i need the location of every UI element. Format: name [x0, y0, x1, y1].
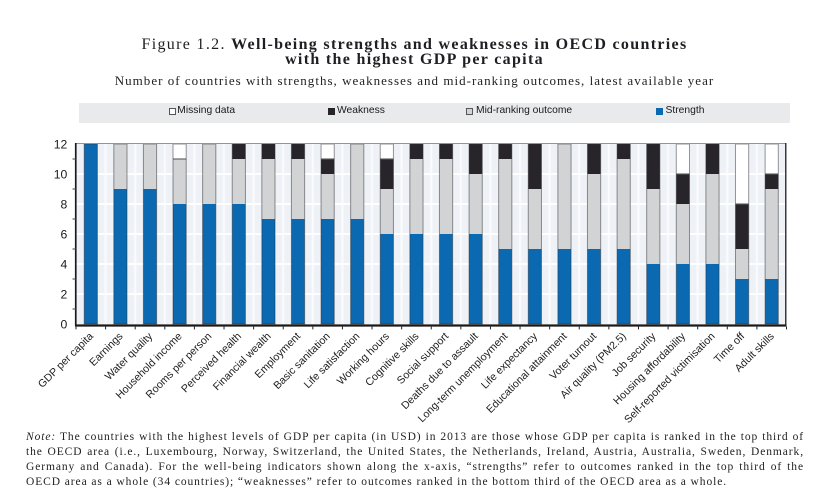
svg-text:8: 8: [61, 198, 68, 212]
svg-text:12: 12: [54, 138, 68, 152]
svg-text:2: 2: [61, 288, 68, 302]
svg-text:6: 6: [61, 228, 68, 242]
svg-text:10: 10: [54, 168, 68, 182]
svg-text:4: 4: [61, 258, 68, 272]
svg-text:0: 0: [61, 318, 68, 332]
